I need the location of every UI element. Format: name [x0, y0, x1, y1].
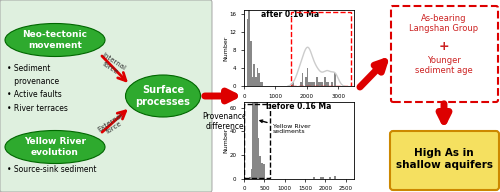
- Bar: [322, 177, 324, 179]
- Bar: [256, 69, 258, 179]
- Bar: [261, 163, 263, 179]
- Bar: [331, 82, 332, 86]
- Text: Langshan Group: Langshan Group: [410, 24, 478, 33]
- Bar: [254, 77, 256, 179]
- Text: High As in
shallow aquifers: High As in shallow aquifers: [396, 148, 492, 170]
- Y-axis label: Number: Number: [223, 127, 228, 153]
- Bar: [318, 82, 320, 86]
- Text: • Source-sink sediment: • Source-sink sediment: [7, 165, 96, 174]
- Bar: [302, 73, 304, 86]
- Bar: [248, 0, 250, 86]
- Bar: [250, 169, 252, 179]
- Bar: [328, 82, 330, 86]
- Bar: [254, 64, 255, 86]
- Bar: [305, 77, 306, 86]
- Text: Internal
force: Internal force: [97, 52, 127, 78]
- Ellipse shape: [5, 23, 105, 56]
- FancyBboxPatch shape: [391, 6, 498, 102]
- Bar: [329, 177, 331, 179]
- Bar: [300, 82, 302, 86]
- Text: • Sediment
   provenance
• Active faults
• River terraces: • Sediment provenance • Active faults • …: [7, 64, 68, 113]
- Bar: [324, 77, 326, 86]
- Bar: [262, 82, 263, 86]
- Bar: [306, 68, 308, 86]
- Bar: [326, 82, 328, 86]
- Bar: [321, 82, 323, 86]
- Text: Yellow River
sediments: Yellow River sediments: [260, 120, 310, 134]
- Text: +: +: [438, 40, 450, 53]
- Bar: [249, 177, 250, 179]
- Bar: [252, 103, 254, 179]
- Bar: [334, 176, 336, 179]
- Bar: [313, 82, 315, 86]
- Bar: [310, 82, 312, 86]
- Bar: [308, 82, 310, 86]
- Text: before 0.16 Ma: before 0.16 Ma: [266, 103, 332, 111]
- Bar: [314, 177, 315, 179]
- Bar: [263, 164, 264, 179]
- Bar: [258, 138, 260, 179]
- Bar: [320, 177, 322, 179]
- Bar: [244, 104, 270, 178]
- Ellipse shape: [126, 75, 200, 117]
- FancyBboxPatch shape: [0, 0, 212, 192]
- Bar: [292, 82, 294, 86]
- Ellipse shape: [5, 131, 105, 164]
- Text: Neo-tectonic
movement: Neo-tectonic movement: [22, 30, 88, 50]
- Text: As-bearing: As-bearing: [421, 14, 467, 23]
- Bar: [291, 12, 351, 86]
- Bar: [334, 73, 336, 86]
- Bar: [250, 41, 252, 86]
- Text: after 0.16 Ma: after 0.16 Ma: [261, 10, 320, 19]
- Bar: [247, 19, 248, 86]
- Y-axis label: Number: Number: [223, 35, 228, 61]
- Bar: [260, 82, 262, 86]
- Text: Provenance
difference: Provenance difference: [202, 112, 248, 131]
- Bar: [316, 77, 318, 86]
- Text: Surface
processes: Surface processes: [136, 85, 190, 107]
- Bar: [252, 77, 254, 86]
- Text: External
force: External force: [96, 112, 128, 138]
- Bar: [312, 82, 313, 86]
- Bar: [320, 82, 321, 86]
- FancyBboxPatch shape: [390, 131, 499, 190]
- Bar: [258, 73, 260, 86]
- Text: sediment age: sediment age: [415, 66, 473, 75]
- Bar: [260, 156, 261, 179]
- Bar: [256, 68, 258, 86]
- Text: Yellow River
evolution: Yellow River evolution: [24, 137, 86, 157]
- Bar: [255, 77, 256, 86]
- Text: Younger: Younger: [427, 56, 461, 65]
